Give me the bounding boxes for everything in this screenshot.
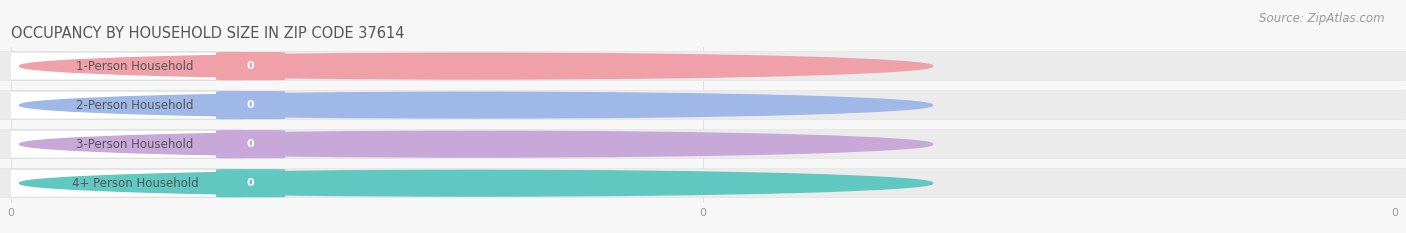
FancyBboxPatch shape	[0, 169, 242, 197]
Text: 3-Person Household: 3-Person Household	[76, 138, 194, 151]
Text: OCCUPANCY BY HOUSEHOLD SIZE IN ZIP CODE 37614: OCCUPANCY BY HOUSEHOLD SIZE IN ZIP CODE …	[11, 26, 405, 41]
Text: 0: 0	[247, 139, 254, 149]
Circle shape	[20, 170, 932, 196]
FancyBboxPatch shape	[217, 91, 285, 119]
Text: 0: 0	[247, 178, 254, 188]
Text: 0: 0	[247, 100, 254, 110]
FancyBboxPatch shape	[217, 52, 285, 80]
Text: 0: 0	[247, 61, 254, 71]
Text: Source: ZipAtlas.com: Source: ZipAtlas.com	[1260, 12, 1385, 25]
FancyBboxPatch shape	[0, 169, 1406, 198]
FancyBboxPatch shape	[0, 91, 242, 119]
FancyBboxPatch shape	[0, 51, 1406, 81]
FancyBboxPatch shape	[0, 52, 242, 80]
FancyBboxPatch shape	[217, 130, 285, 158]
Text: 1-Person Household: 1-Person Household	[76, 60, 194, 73]
Text: 2-Person Household: 2-Person Household	[76, 99, 194, 112]
FancyBboxPatch shape	[0, 91, 1406, 120]
Circle shape	[20, 131, 932, 157]
Text: 4+ Person Household: 4+ Person Household	[72, 177, 198, 190]
FancyBboxPatch shape	[0, 130, 1406, 159]
FancyBboxPatch shape	[217, 169, 285, 197]
FancyBboxPatch shape	[0, 130, 242, 158]
Circle shape	[20, 92, 932, 118]
Circle shape	[20, 53, 932, 79]
